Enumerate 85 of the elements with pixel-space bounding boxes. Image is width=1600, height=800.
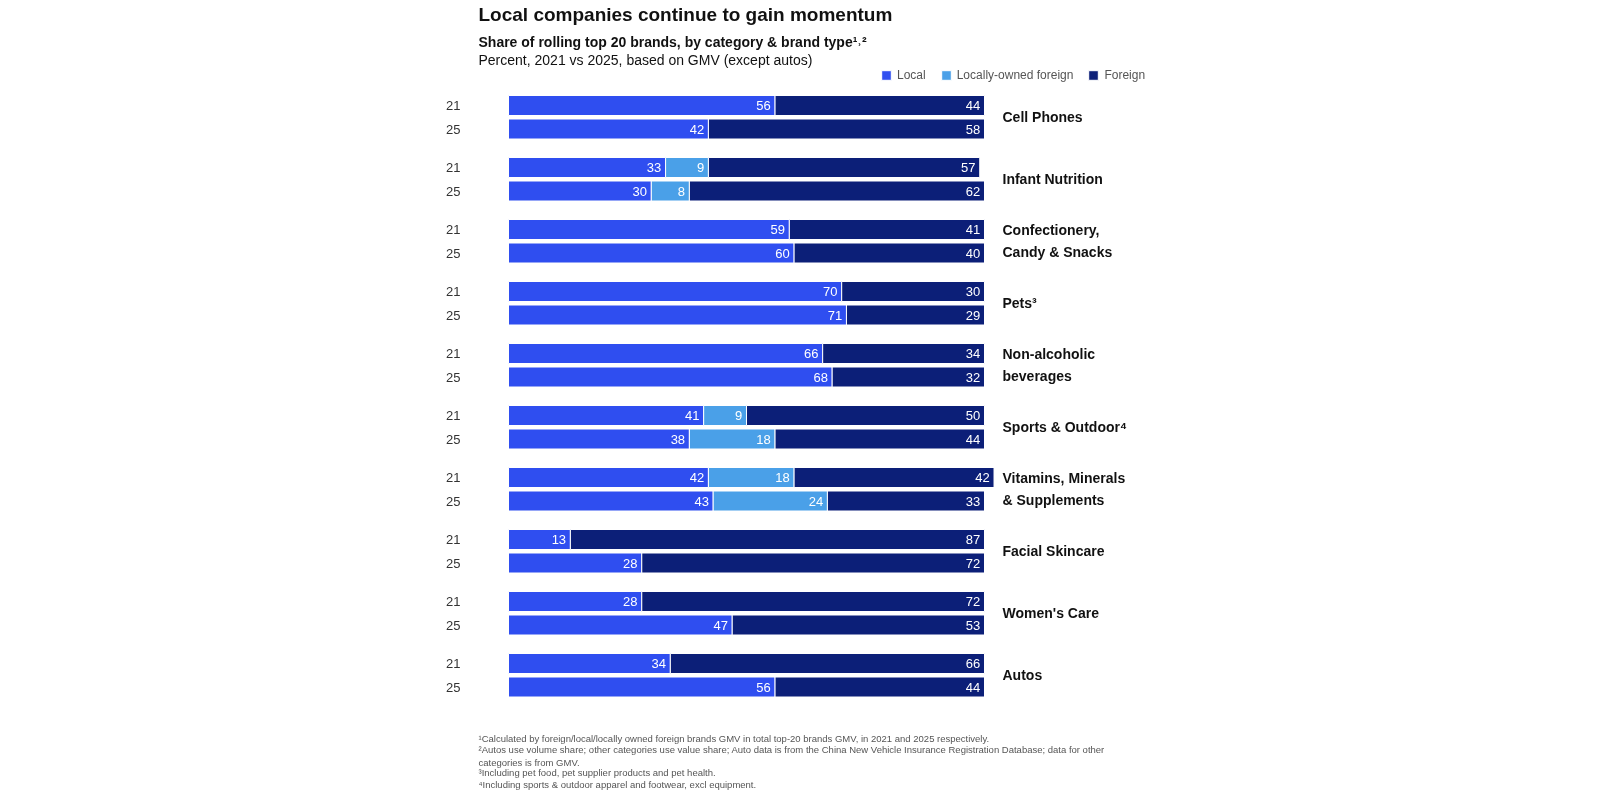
chart-subtitle: Share of rolling top 20 brands, by category & brand type¹˒² Percent, 2021 vs 2025, based on GMV (except autos) [478, 33, 867, 68]
data-label: 30 [632, 183, 648, 199]
data-label: 9 [734, 408, 743, 423]
y-tick-label: 25 [446, 555, 461, 571]
y-tick-label: 25 [446, 431, 461, 447]
data-label: 38 [670, 431, 686, 447]
data-label: 53 [965, 617, 981, 633]
data-label: 18 [775, 470, 790, 485]
y-tick-label: 21 [446, 346, 461, 361]
data-label: 66 [803, 346, 819, 361]
y-tick-label: 21 [446, 408, 461, 423]
data-label: 41 [684, 408, 700, 423]
data-label: 8 [677, 183, 686, 199]
text: Vitamins, Minerals & Supplements [1002, 470, 1126, 509]
text: Non-alcoholic beverages [1002, 346, 1096, 385]
data-label: 29 [965, 307, 981, 323]
text: Facial Skincare [1002, 543, 1105, 560]
data-label: 9 [696, 160, 705, 175]
data-label: 72 [965, 555, 981, 571]
chart-title: Local companies continue to gain momentum [478, 3, 893, 25]
data-label: 28 [623, 594, 638, 609]
y-tick-label: 21 [446, 470, 461, 485]
data-label: 87 [965, 532, 981, 547]
data-label: 42 [689, 470, 705, 485]
data-label: 40 [965, 245, 981, 261]
legend-label: Locally-owned foreign [956, 68, 1074, 82]
text: ¹Calculated by foreign/local/locally owned foreign brands GMV in total top-20 brands GMV, in 2021 and 2025 respectively. [478, 732, 990, 744]
text: Sports & Outdoor⁴ [1002, 419, 1127, 436]
data-label: 42 [689, 121, 705, 137]
data-label: 18 [756, 431, 771, 447]
data-label: 58 [965, 121, 981, 137]
data-label: 56 [756, 98, 771, 113]
data-label: 44 [965, 679, 981, 695]
text: ²Autos use volume share; other categories use value share; Auto data is from the China New Vehicle Insurance Registration Database; data for other categories is from GMV. [478, 744, 1105, 769]
data-label: 57 [961, 160, 976, 175]
text: ⁴Including sports & outdoor apparel and footwear, excl equipment. [478, 778, 757, 790]
legend-label: Local [897, 68, 926, 82]
data-label: 44 [965, 98, 981, 113]
y-tick-label: 21 [446, 160, 461, 175]
y-tick-label: 25 [446, 183, 461, 199]
data-label: 33 [965, 493, 981, 509]
data-label: 44 [965, 431, 981, 447]
data-label: 50 [965, 408, 981, 423]
data-label: 41 [965, 222, 981, 237]
data-label: 56 [756, 679, 771, 695]
text: Pets³ [1002, 295, 1038, 312]
y-tick-label: 21 [446, 222, 461, 237]
y-tick-label: 25 [446, 369, 461, 385]
legend-label: Foreign [1104, 68, 1146, 82]
data-label: 60 [775, 245, 790, 261]
data-label: 66 [965, 656, 981, 671]
text: Women's Care [1002, 605, 1100, 622]
data-label: 47 [713, 617, 728, 633]
data-label: 33 [646, 160, 662, 175]
y-tick-label: 21 [446, 284, 461, 299]
y-tick-label: 21 [446, 98, 461, 113]
text: Autos [1002, 667, 1043, 684]
data-label: 43 [694, 493, 709, 509]
y-tick-label: 25 [446, 307, 461, 323]
y-tick-label: 25 [446, 679, 461, 695]
data-label: 30 [965, 284, 981, 299]
y-tick-label: 21 [446, 594, 461, 609]
text: Cell Phones [1002, 109, 1083, 126]
data-label: 72 [965, 594, 981, 609]
data-label: 34 [651, 656, 667, 671]
data-label: 68 [813, 369, 828, 385]
y-tick-label: 25 [446, 245, 461, 261]
y-tick-label: 21 [446, 532, 461, 547]
data-label: 24 [808, 493, 824, 509]
data-label: 71 [827, 307, 843, 323]
data-label: 70 [822, 284, 838, 299]
data-label: 59 [770, 222, 786, 237]
data-label: 13 [551, 532, 567, 547]
data-label: 34 [965, 346, 981, 361]
y-tick-label: 25 [446, 617, 461, 633]
y-tick-label: 25 [446, 121, 461, 137]
data-label: 62 [965, 183, 981, 199]
data-label: 28 [623, 555, 638, 571]
y-tick-label: 21 [446, 656, 461, 671]
text: Infant Nutrition [1002, 171, 1103, 188]
text: Confectionery, Candy & Snacks [1002, 222, 1113, 261]
text: ³Including pet food, pet supplier products and pet health. [478, 767, 716, 778]
data-label: 32 [965, 369, 981, 385]
data-label: 42 [975, 470, 990, 485]
y-tick-label: 25 [446, 493, 461, 509]
